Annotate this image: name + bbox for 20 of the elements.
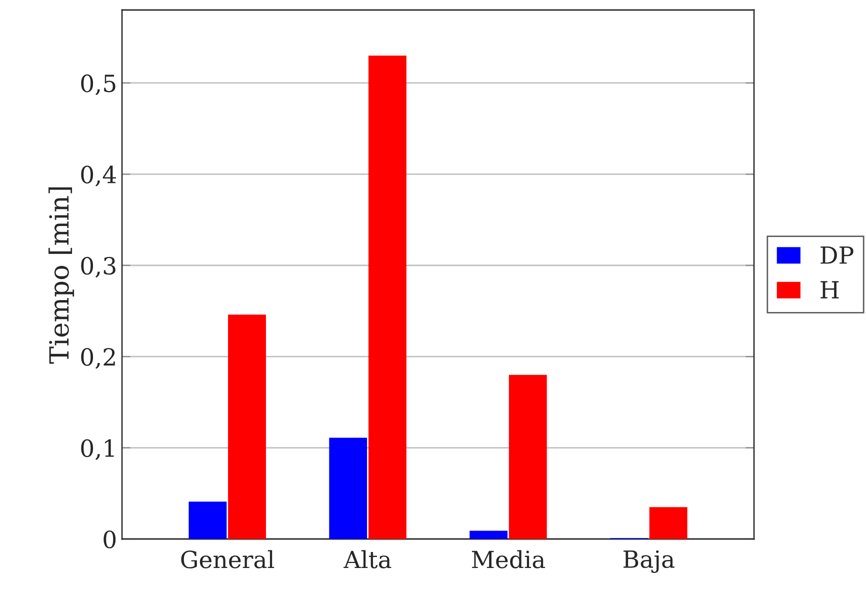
bar xyxy=(649,507,688,539)
bar xyxy=(329,438,368,539)
y-tick-label: 0,5 xyxy=(81,74,116,96)
y-tick-label: 0,3 xyxy=(81,256,116,278)
x-tick-label: Baja xyxy=(624,550,674,573)
x-tick-label: Alta xyxy=(344,550,392,568)
y-tick-label: 0,2 xyxy=(81,348,115,369)
legend-label: DP xyxy=(820,246,854,264)
y-tick-label: 0,4 xyxy=(81,166,116,186)
y-tick-label: 0,1 xyxy=(81,439,114,460)
y-tick-label: 0 xyxy=(104,530,116,548)
bar xyxy=(368,56,406,539)
x-tick-label: Media xyxy=(472,550,545,568)
y-axis-title: Tiempo [min] xyxy=(48,187,74,364)
x-tick-label: General xyxy=(181,550,274,568)
bar xyxy=(508,374,547,539)
bar xyxy=(470,530,508,539)
bar xyxy=(228,314,266,539)
legend-label: H xyxy=(820,281,839,298)
bar xyxy=(188,502,227,539)
